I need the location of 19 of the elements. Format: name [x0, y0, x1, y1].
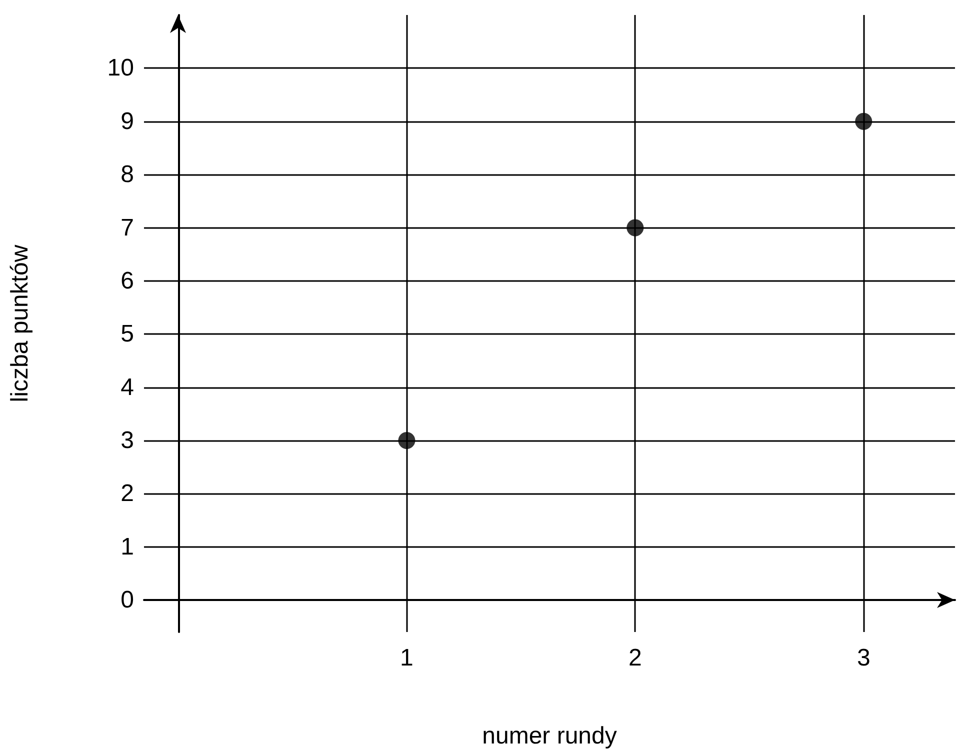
y-tick-label: 0	[120, 586, 134, 614]
x-tick-label: 2	[628, 644, 642, 672]
y-tick-label: 4	[120, 374, 134, 401]
x-tick-label: 3	[856, 644, 870, 672]
y-tick-label: 6	[120, 267, 134, 294]
point	[626, 219, 644, 236]
x-axis-title: numer rundy	[482, 722, 617, 750]
y-tick-label: 10	[107, 54, 134, 82]
y-tick-label: 9	[120, 108, 134, 135]
y-tick-label: 2	[120, 480, 134, 508]
y-tick-label: 8	[120, 161, 134, 188]
y-tick-label: 5	[120, 320, 134, 348]
x-tick-label: 1	[400, 644, 414, 672]
y-tick-label: 3	[120, 427, 134, 454]
y-axis-title: liczba punktów	[6, 244, 34, 402]
y-tick-label: 1	[120, 533, 134, 560]
point	[855, 112, 872, 130]
y-tick-label: 7	[120, 214, 134, 242]
point	[398, 432, 416, 450]
